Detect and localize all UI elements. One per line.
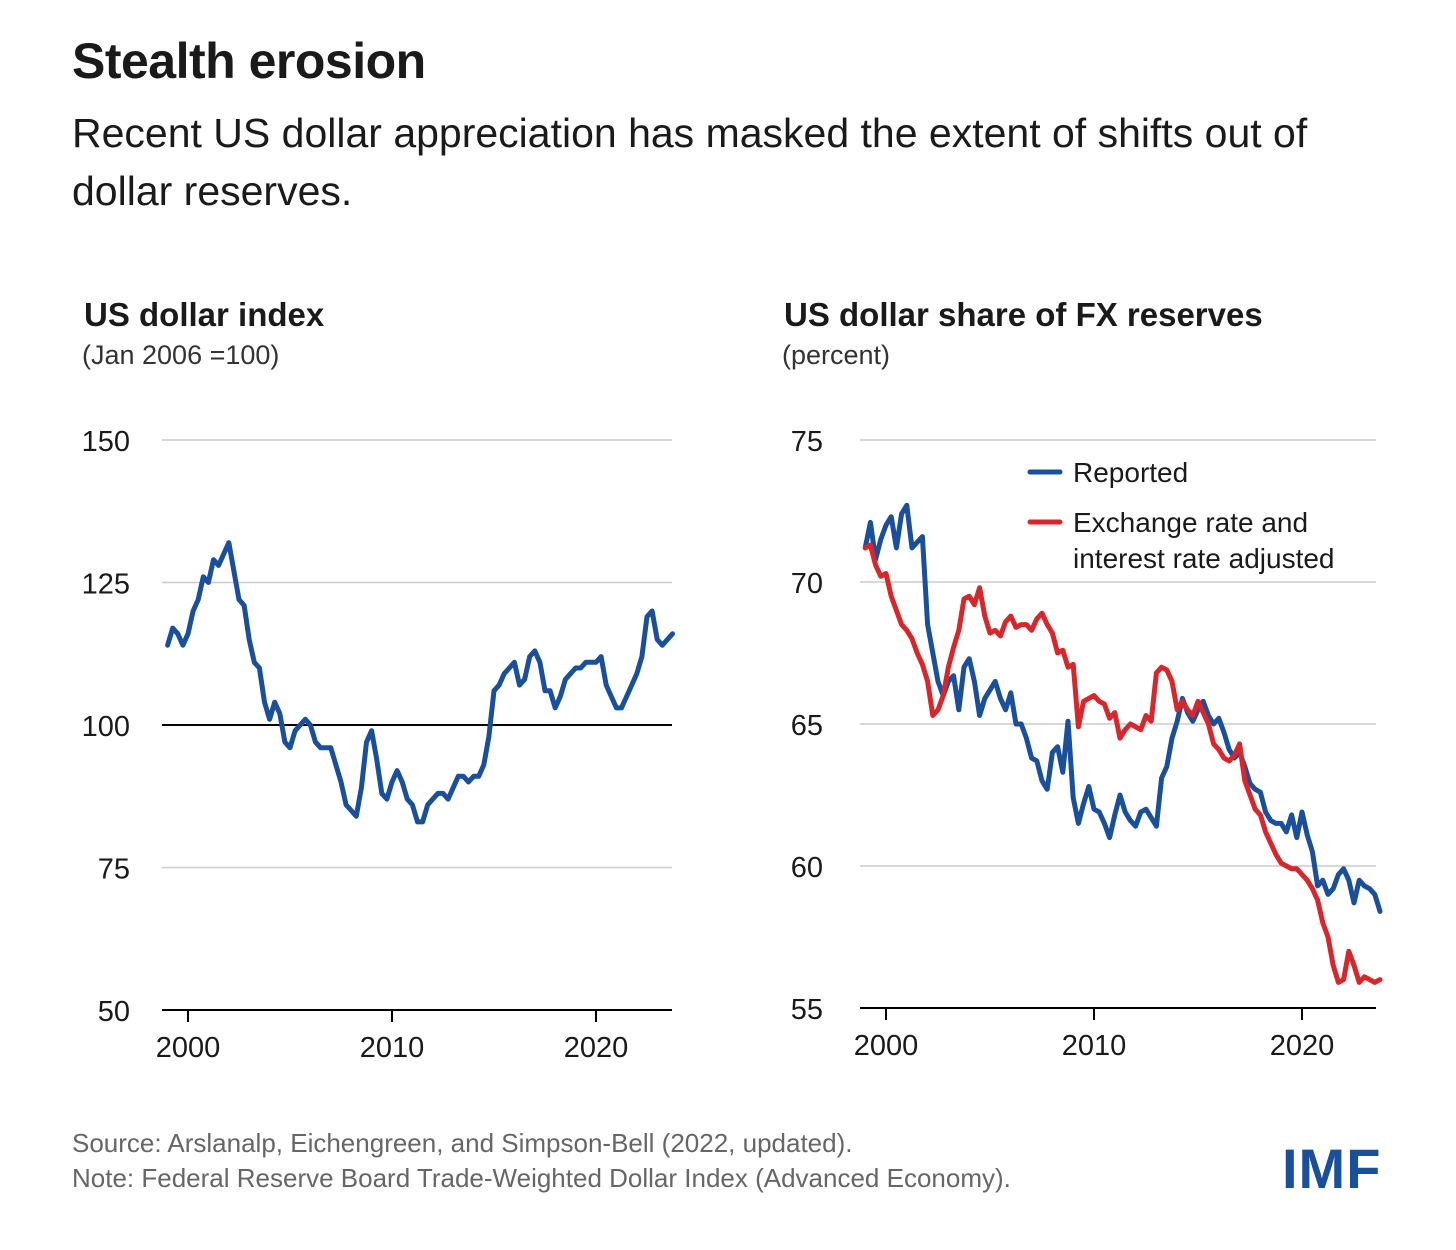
x-tick-label: 2000	[156, 1032, 221, 1064]
footnote: Note: Federal Reserve Board Trade-Weight…	[72, 1163, 1011, 1193]
y-tick-label: 70	[791, 568, 823, 600]
x-tick-label: 2020	[1270, 1030, 1335, 1062]
y-tick-label: 65	[791, 710, 823, 742]
y-tick-label: 50	[98, 996, 130, 1028]
x-tick-label: 2000	[854, 1030, 919, 1062]
panel-left-title: US dollar index	[84, 296, 325, 333]
legend-label: Exchange rate and interest rate adjusted	[1073, 507, 1335, 574]
y-tick-label: 75	[791, 426, 823, 458]
series-line-exchange-rate-and-interest-rate-adjusted	[862, 542, 1383, 985]
y-tick-label: 150	[82, 426, 130, 458]
panel-left-subtitle: (Jan 2006 =100)	[82, 340, 280, 370]
panel-right-subtitle: (percent)	[782, 340, 891, 370]
y-tick-label: 125	[82, 569, 130, 601]
source-note: Source: Arslanalp, Eichengreen, and Simp…	[72, 1128, 853, 1158]
chart-subtitle: Recent US dollar appreciation has masked…	[72, 110, 1308, 214]
y-tick-label: 60	[791, 852, 823, 884]
x-tick-label: 2020	[564, 1032, 629, 1064]
y-tick-label: 100	[82, 711, 130, 743]
y-tick-label: 55	[791, 994, 823, 1026]
x-tick-label: 2010	[360, 1032, 425, 1064]
imf-logo: IMF	[1282, 1137, 1382, 1200]
chart-title: Stealth erosion	[72, 33, 426, 89]
series-line-reported	[862, 502, 1383, 914]
y-tick-label: 75	[98, 854, 130, 886]
x-tick-label: 2010	[1062, 1030, 1127, 1062]
panel-right-title: US dollar share of FX reserves	[784, 296, 1263, 333]
series-line-index	[165, 540, 675, 825]
legend-label: Reported	[1073, 457, 1188, 488]
